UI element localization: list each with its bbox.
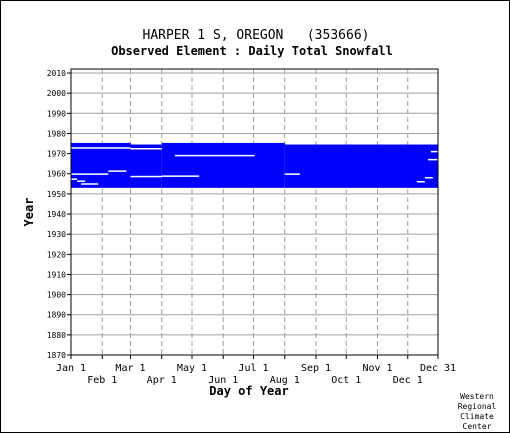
y-tick-label: 1980 — [47, 129, 66, 138]
x-tick-label: Dec 31 — [420, 363, 456, 374]
x-axis-label: Day of Year — [209, 384, 288, 398]
data-gap — [427, 158, 438, 161]
y-tick-label: 1950 — [47, 190, 66, 199]
plot-frame — [70, 68, 439, 356]
chart-title: HARPER 1 S, OREGON (353666) — [143, 28, 370, 43]
y-axis-label: Year — [22, 198, 36, 227]
y-tick-label: 2000 — [47, 89, 66, 98]
y-tick-label: 1940 — [47, 210, 66, 219]
data-gap — [71, 147, 131, 149]
data-block — [161, 142, 285, 188]
credit-line: Western — [460, 392, 494, 401]
data-gap — [108, 170, 127, 172]
credit-line: Center — [463, 422, 492, 431]
x-tick-label: May 1 — [177, 363, 207, 374]
y-tick-label: 1890 — [47, 311, 66, 320]
wrcc-credit: Western Regional Climate Center — [458, 392, 497, 431]
data-block — [284, 144, 438, 188]
y-tick-label: 1880 — [47, 331, 66, 340]
x-tick-label: Oct 1 — [331, 375, 361, 386]
x-tick-label: Nov 1 — [362, 363, 392, 374]
data-gap — [430, 150, 438, 153]
data-gap — [174, 154, 255, 157]
data-gap — [161, 175, 200, 177]
data-gap — [424, 177, 433, 179]
x-tick-label: Feb 1 — [87, 375, 117, 386]
y-tick-label: 1970 — [47, 150, 66, 159]
x-tick-label: Jun 1 — [208, 375, 238, 386]
credit-line: Climate — [460, 412, 494, 421]
x-tick-label: Jan 1 — [56, 363, 86, 374]
x-tick-label: Apr 1 — [147, 375, 177, 386]
data-block — [71, 142, 131, 188]
data-gap — [130, 175, 162, 178]
data-gap — [71, 178, 78, 180]
x-tick-label: Aug 1 — [270, 375, 300, 386]
y-tick-label: 1990 — [47, 109, 66, 118]
y-tick-label: 2010 — [47, 69, 66, 78]
y-tick-label: 1900 — [47, 291, 66, 300]
data-gap — [71, 173, 109, 175]
y-tick-label: 1870 — [47, 351, 66, 360]
x-tick-label: Jul 1 — [238, 363, 268, 374]
y-tick-label: 1920 — [47, 250, 66, 259]
y-tick-label: 1910 — [47, 270, 66, 279]
data-gap — [284, 173, 300, 175]
x-tick-label: Sep 1 — [301, 363, 331, 374]
data-gap — [77, 180, 86, 182]
plot-area: 1870 1880 1890 1900 1910 1920 1930 1940 1950 1960… — [47, 68, 456, 386]
x-tick-label: Dec 1 — [393, 375, 423, 386]
data-gap — [416, 181, 425, 183]
data-block — [130, 144, 162, 188]
data-gap — [81, 183, 99, 185]
chart-subtitle: Observed Element : Daily Total Snowfall — [111, 44, 393, 58]
data-gap — [130, 148, 162, 150]
credit-line: Regional — [458, 402, 497, 411]
y-tick-label: 1930 — [47, 230, 66, 239]
x-tick-label: Mar 1 — [115, 363, 145, 374]
y-tick-label: 1960 — [47, 170, 66, 179]
